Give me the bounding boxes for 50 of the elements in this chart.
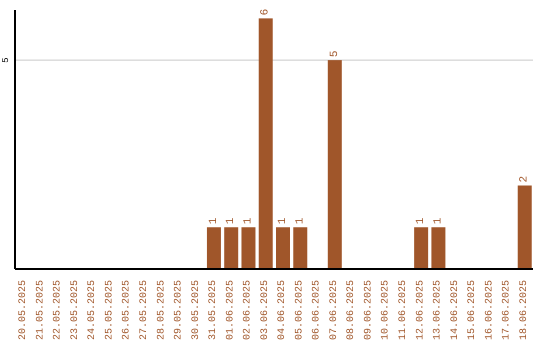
- x-tick-label: 01.06.2025: [225, 280, 236, 340]
- x-tick-label: 07.06.2025: [328, 280, 340, 340]
- bar: [328, 60, 342, 269]
- x-tick-label: 26.05.2025: [122, 280, 133, 340]
- data-label: 1: [277, 217, 289, 224]
- data-label: 1: [415, 217, 428, 224]
- x-tick-label: 28.05.2025: [156, 280, 168, 340]
- x-tick-label: 06.06.2025: [312, 280, 323, 340]
- bar: [241, 227, 256, 269]
- bar: [431, 227, 446, 269]
- data-label: 1: [242, 217, 254, 224]
- x-tick-label: 18.06.2025: [518, 280, 530, 340]
- x-tick-label: 02.06.2025: [242, 280, 254, 340]
- data-label: 1: [432, 217, 444, 224]
- x-tick-label: 24.05.2025: [87, 280, 98, 340]
- x-tick-label: 13.06.2025: [432, 280, 444, 340]
- bar: [518, 185, 532, 269]
- x-tick-label: 10.06.2025: [380, 280, 392, 340]
- data-label: 2: [518, 176, 531, 182]
- x-tick-label: 12.06.2025: [415, 280, 426, 340]
- x-tick-label: 14.06.2025: [450, 280, 461, 340]
- x-tick-label: 15.06.2025: [467, 280, 478, 340]
- bar: [293, 227, 308, 269]
- data-label: 5: [328, 50, 341, 58]
- x-tick-label: 04.06.2025: [277, 280, 288, 340]
- bar: [258, 18, 273, 269]
- x-tick-label: 21.05.2025: [35, 280, 46, 340]
- x-tick-label: 11.06.2025: [398, 280, 409, 340]
- x-tick-label: 08.06.2025: [346, 280, 358, 340]
- x-tick-label: 29.05.2025: [174, 280, 185, 340]
- x-tick-label: 20.05.2025: [18, 280, 30, 340]
- data-label: 1: [294, 217, 306, 224]
- bar: [276, 227, 290, 269]
- x-tick-label: 30.05.2025: [190, 280, 202, 340]
- x-tick-label: 31.05.2025: [208, 280, 220, 340]
- bar: [206, 227, 221, 269]
- x-tick-label: 16.06.2025: [484, 280, 496, 340]
- x-tick-label: 17.06.2025: [502, 280, 513, 340]
- x-tick-label: 05.06.2025: [294, 280, 306, 340]
- x-tick-label: 25.05.2025: [104, 280, 116, 340]
- bar: [224, 227, 238, 269]
- x-tick-label: 23.05.2025: [70, 280, 81, 340]
- bar: [414, 227, 428, 269]
- x-tick-label: 27.05.2025: [139, 280, 150, 340]
- x-tick-label: 09.06.2025: [363, 280, 374, 340]
- x-tick-label: 22.05.2025: [52, 280, 64, 340]
- data-label: 1: [225, 217, 238, 224]
- data-label: 6: [260, 8, 272, 16]
- data-label: 1: [208, 217, 220, 224]
- x-tick-label: 03.06.2025: [260, 280, 271, 340]
